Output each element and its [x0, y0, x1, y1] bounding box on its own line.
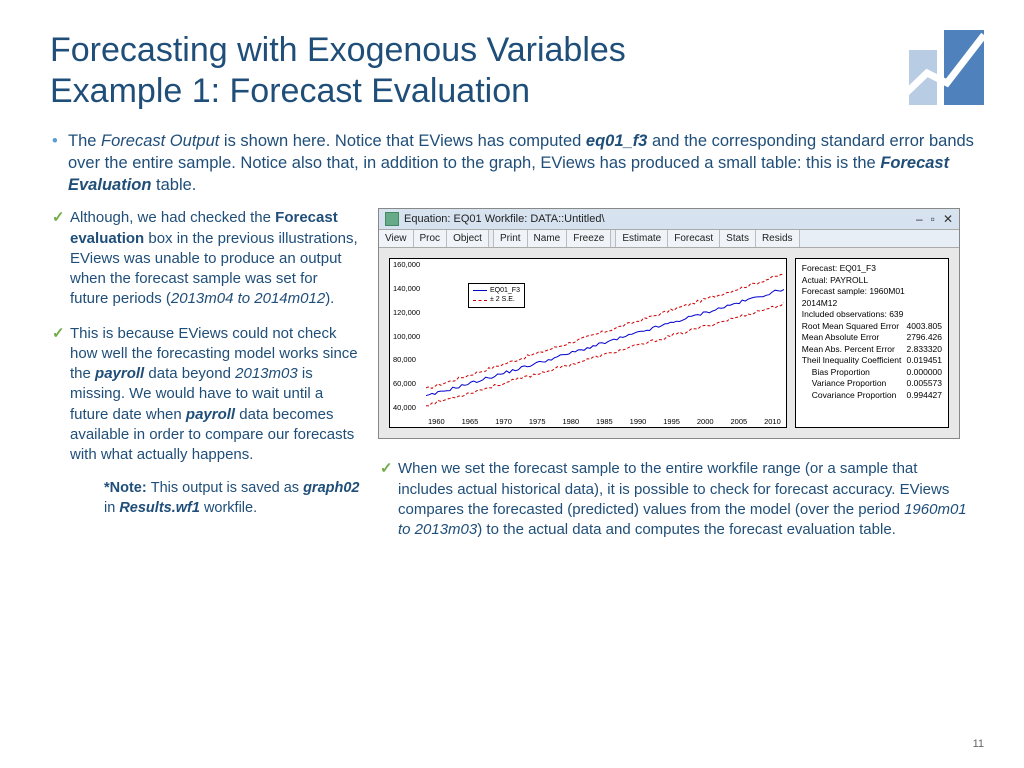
page-number: 11 [973, 738, 984, 750]
close-icon[interactable]: ✕ [943, 212, 953, 226]
forecast-chart: 160,000140,000120,000100,00080,00060,000… [389, 258, 787, 428]
eviews-icon [385, 212, 399, 226]
right-column: Equation: EQ01 Workfile: DATA::Untitled\… [378, 208, 974, 554]
note-text: *Note: This output is saved as graph02 i… [50, 479, 360, 518]
eviews-toolbar: ViewProcObjectPrintNameFreezeEstimateFor… [379, 229, 959, 248]
x-axis-labels: 1960196519701975198019851990199520002005… [428, 417, 781, 426]
maximize-icon[interactable]: ▫ [931, 212, 935, 226]
main-bullet: The Forecast Output is shown here. Notic… [50, 130, 974, 197]
toolbar-view[interactable]: View [379, 230, 414, 247]
left-bullet: Although, we had checked the Forecast ev… [50, 208, 360, 309]
forecast-eval-table: Forecast: EQ01_F3Actual: PAYROLLForecast… [795, 258, 949, 428]
chart-legend: EQ01_F3± 2 S.E. [468, 283, 525, 307]
chart-logo [899, 25, 989, 105]
y-axis-labels: 160,000140,000120,000100,00080,00060,000… [393, 261, 420, 411]
toolbar-name[interactable]: Name [528, 230, 568, 247]
toolbar-forecast[interactable]: Forecast [668, 230, 720, 247]
left-column: Although, we had checked the Forecast ev… [50, 208, 360, 554]
toolbar-stats[interactable]: Stats [720, 230, 756, 247]
toolbar-freeze[interactable]: Freeze [567, 230, 611, 247]
toolbar-object[interactable]: Object [447, 230, 489, 247]
slide-title: Forecasting with Exogenous VariablesExam… [50, 30, 974, 112]
right-bullet: When we set the forecast sample to the e… [378, 459, 974, 540]
left-bullet: This is because EViews could not check h… [50, 324, 360, 466]
eviews-window: Equation: EQ01 Workfile: DATA::Untitled\… [378, 208, 960, 439]
window-titlebar: Equation: EQ01 Workfile: DATA::Untitled\… [379, 209, 959, 229]
toolbar-resids[interactable]: Resids [756, 230, 800, 247]
minimize-icon[interactable]: – [916, 212, 923, 226]
toolbar-proc[interactable]: Proc [414, 230, 448, 247]
toolbar-print[interactable]: Print [493, 230, 528, 247]
toolbar-estimate[interactable]: Estimate [615, 230, 668, 247]
window-title: Equation: EQ01 Workfile: DATA::Untitled\ [404, 213, 605, 225]
